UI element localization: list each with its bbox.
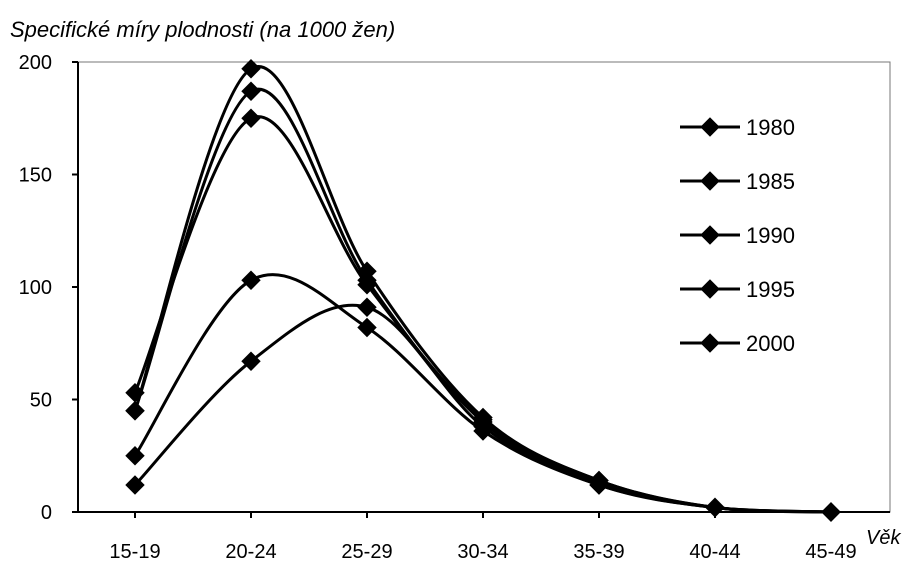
series-line-1980 bbox=[133, 115, 832, 514]
data-point-2000 bbox=[125, 475, 145, 495]
legend-label: 1980 bbox=[746, 115, 795, 140]
legend-marker bbox=[700, 225, 720, 245]
y-tick-label: 50 bbox=[30, 390, 52, 412]
x-tick-label: 45-49 bbox=[805, 541, 856, 563]
legend-item-1990: 1990 bbox=[680, 223, 795, 248]
legend-marker bbox=[700, 279, 720, 299]
y-axis-ticks: 0 50 100 150 200 bbox=[19, 52, 78, 524]
y-tick-label: 100 bbox=[19, 277, 52, 299]
y-tick-label: 200 bbox=[19, 52, 52, 74]
legend-label: 1985 bbox=[746, 169, 795, 194]
data-point-1995 bbox=[241, 270, 261, 290]
series-1985 bbox=[125, 81, 841, 522]
legend-marker bbox=[700, 171, 720, 191]
legend-item-1995: 1995 bbox=[680, 277, 795, 302]
legend-item-1985: 1985 bbox=[680, 169, 795, 194]
data-point-2000 bbox=[241, 351, 261, 371]
y-tick-label: 150 bbox=[19, 165, 52, 187]
legend-item-2000: 2000 bbox=[680, 331, 795, 356]
x-tick-label: 25-29 bbox=[341, 541, 392, 563]
legend-label: 1990 bbox=[746, 223, 795, 248]
legend-label: 2000 bbox=[746, 331, 795, 356]
data-point-1990 bbox=[241, 59, 261, 79]
legend-marker bbox=[700, 117, 720, 137]
data-point-1995 bbox=[125, 446, 145, 466]
data-point-1980 bbox=[241, 108, 261, 128]
series-2000 bbox=[125, 297, 841, 522]
x-axis-label: Věk bbox=[866, 527, 901, 549]
y-tick-label: 0 bbox=[41, 502, 52, 524]
data-point-2000 bbox=[821, 502, 841, 522]
x-tick-label: 40-44 bbox=[689, 541, 740, 563]
legend: 1980 1985 1990 1995 2000 bbox=[680, 115, 795, 356]
data-point-1985 bbox=[241, 81, 261, 101]
series-line-1985 bbox=[133, 87, 832, 514]
data-point-1995 bbox=[357, 317, 377, 338]
x-tick-label: 20-24 bbox=[225, 541, 276, 563]
data-point-2000 bbox=[705, 497, 725, 518]
data-point-1990 bbox=[357, 261, 377, 281]
series-1980 bbox=[125, 108, 841, 522]
series-1995 bbox=[125, 270, 841, 522]
series-layer bbox=[125, 59, 841, 522]
x-tick-label: 35-39 bbox=[573, 541, 624, 563]
series-line-1995 bbox=[133, 273, 832, 514]
legend-marker bbox=[700, 333, 720, 353]
x-tick-label: 15-19 bbox=[109, 541, 160, 563]
x-axis-ticks: 15-19 20-24 25-29 30-34 35-39 40-44 45-49 bbox=[109, 512, 857, 563]
data-point-2000 bbox=[357, 297, 377, 317]
x-tick-label: 30-34 bbox=[457, 541, 508, 563]
data-point-1990 bbox=[125, 401, 145, 421]
data-point-2000 bbox=[589, 475, 609, 495]
data-point-2000 bbox=[473, 416, 493, 437]
chart-title: Specifické míry plodnosti (na 1000 žen) bbox=[10, 17, 395, 42]
legend-label: 1995 bbox=[746, 277, 795, 302]
legend-item-1980: 1980 bbox=[680, 115, 795, 140]
